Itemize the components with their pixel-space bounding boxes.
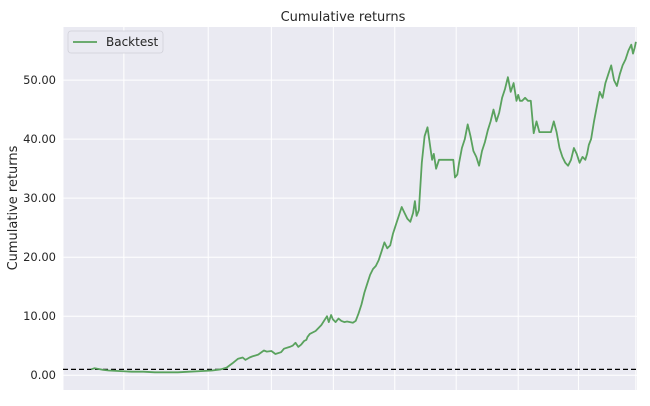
legend: Backtest <box>67 30 164 54</box>
legend-label-backtest: Backtest <box>106 35 158 49</box>
grid-lines <box>62 27 637 390</box>
y-tick-label: 20.00 <box>23 250 56 264</box>
y-tick-label: 0.00 <box>30 368 56 382</box>
y-axis-label: Cumulative returns <box>6 145 21 270</box>
y-tick-labels: 0.00 10.00 20.00 30.00 40.00 50.00 <box>23 73 56 382</box>
y-tick-label: 10.00 <box>23 309 56 323</box>
plot-area <box>63 27 637 390</box>
legend-box <box>67 30 164 54</box>
y-tick-label: 40.00 <box>23 132 56 146</box>
y-tick-label: 50.00 <box>23 73 56 87</box>
backtest-series-line <box>90 41 637 374</box>
chart-title: Cumulative returns <box>281 10 406 25</box>
y-tick-label: 30.00 <box>23 191 56 205</box>
